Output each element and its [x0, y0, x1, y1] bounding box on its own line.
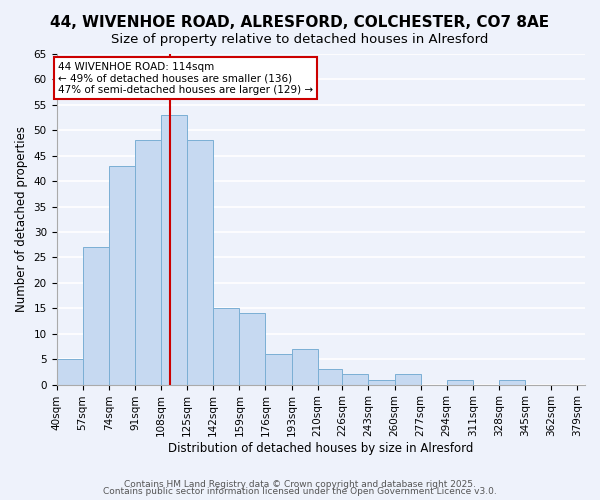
X-axis label: Distribution of detached houses by size in Alresford: Distribution of detached houses by size …: [168, 442, 473, 455]
Bar: [161, 115, 187, 384]
Text: 44, WIVENHOE ROAD, ALRESFORD, COLCHESTER, CO7 8AE: 44, WIVENHOE ROAD, ALRESFORD, COLCHESTER…: [50, 15, 550, 30]
Bar: [317, 370, 342, 384]
Text: Contains HM Land Registry data © Crown copyright and database right 2025.: Contains HM Land Registry data © Crown c…: [124, 480, 476, 489]
Bar: [83, 248, 109, 384]
Bar: [56, 359, 83, 384]
Bar: [292, 349, 317, 384]
Bar: [187, 140, 213, 384]
Bar: [368, 380, 395, 384]
Bar: [135, 140, 161, 384]
Text: Size of property relative to detached houses in Alresford: Size of property relative to detached ho…: [112, 32, 488, 46]
Bar: [499, 380, 525, 384]
Bar: [447, 380, 473, 384]
Bar: [265, 354, 292, 384]
Y-axis label: Number of detached properties: Number of detached properties: [15, 126, 28, 312]
Text: Contains public sector information licensed under the Open Government Licence v3: Contains public sector information licen…: [103, 488, 497, 496]
Text: 44 WIVENHOE ROAD: 114sqm
← 49% of detached houses are smaller (136)
47% of semi-: 44 WIVENHOE ROAD: 114sqm ← 49% of detach…: [58, 62, 313, 95]
Bar: [213, 308, 239, 384]
Bar: [239, 314, 265, 384]
Bar: [395, 374, 421, 384]
Bar: [342, 374, 368, 384]
Bar: [109, 166, 135, 384]
